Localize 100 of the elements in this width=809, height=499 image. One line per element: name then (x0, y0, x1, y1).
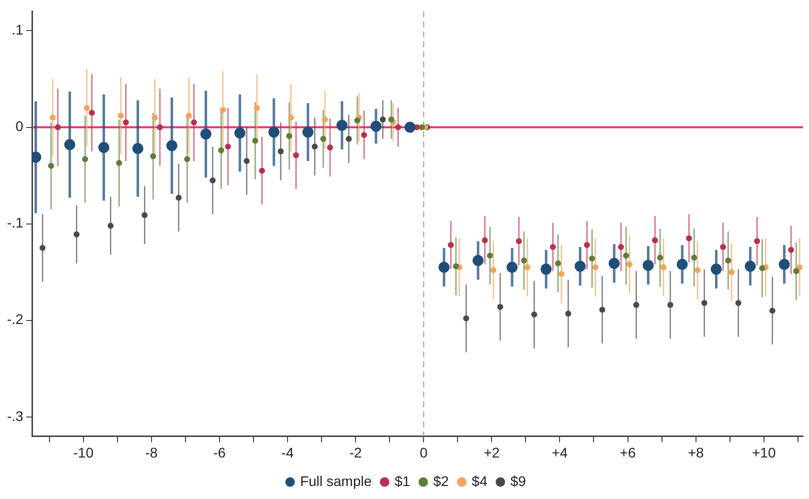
point (200, 128, 212, 140)
point (320, 136, 326, 142)
point (252, 138, 258, 144)
point (486, 252, 493, 259)
point (550, 244, 556, 250)
point (490, 267, 496, 274)
point (380, 116, 386, 123)
point (520, 257, 527, 264)
point (788, 246, 794, 253)
point (769, 308, 776, 314)
point (463, 315, 470, 322)
point (710, 264, 722, 275)
point (190, 119, 197, 126)
x-tick-label: -10 (73, 444, 94, 460)
x-tick-label: -4 (281, 444, 294, 460)
point (327, 144, 334, 151)
point (735, 300, 742, 306)
point (565, 310, 572, 317)
point (152, 114, 158, 121)
point (82, 156, 88, 162)
point (452, 263, 459, 270)
point (623, 252, 630, 259)
point (312, 144, 318, 150)
point (497, 304, 504, 310)
point (346, 136, 352, 142)
point (657, 254, 664, 261)
point (633, 302, 640, 308)
point (361, 132, 368, 138)
point (759, 265, 766, 272)
x-tick-label: +6 (620, 444, 636, 460)
point (122, 119, 129, 126)
legend-label: $1 (394, 472, 410, 489)
point (336, 120, 348, 131)
point (744, 260, 756, 272)
point (531, 312, 538, 318)
point (725, 257, 732, 264)
point (540, 264, 552, 275)
point (418, 124, 425, 130)
point (676, 258, 688, 270)
point (268, 126, 280, 138)
point (482, 237, 488, 244)
point (302, 126, 314, 138)
y-tick-label: 0 (16, 118, 24, 134)
point (472, 254, 484, 266)
point (667, 302, 674, 308)
point (288, 114, 294, 121)
y-tick-label: -.2 (6, 311, 24, 328)
point (395, 124, 402, 130)
point (618, 244, 624, 250)
point (448, 242, 454, 248)
x-tick-label: -8 (145, 444, 158, 460)
point (701, 300, 708, 306)
point (166, 140, 178, 152)
point (98, 142, 110, 154)
point (599, 306, 606, 313)
point (254, 104, 260, 111)
point (234, 128, 246, 139)
point (118, 112, 124, 119)
point (574, 260, 586, 272)
point (220, 106, 226, 113)
point (589, 256, 596, 262)
point (642, 260, 654, 271)
point (796, 264, 803, 270)
x-tick-label: +8 (688, 444, 704, 460)
point (48, 162, 54, 169)
x-tick-label: -6 (213, 444, 226, 460)
point (142, 212, 148, 218)
point (176, 194, 182, 201)
point (686, 235, 692, 242)
point (54, 124, 61, 130)
point (244, 158, 250, 164)
point (524, 264, 530, 270)
point (652, 237, 658, 244)
y-tick-label: -.3 (6, 408, 24, 424)
point (88, 110, 95, 116)
point (224, 144, 231, 150)
point (694, 267, 701, 274)
point (728, 269, 735, 276)
point (388, 116, 394, 123)
point (132, 142, 144, 154)
point (354, 117, 360, 124)
point (278, 148, 284, 154)
point (184, 156, 190, 162)
point (404, 122, 416, 133)
point (592, 264, 598, 270)
point (626, 261, 632, 268)
x-tick-label: 0 (420, 444, 428, 460)
point (608, 258, 620, 269)
y-tick-label: -.1 (6, 214, 24, 231)
point (516, 238, 522, 244)
point (438, 262, 450, 273)
point (293, 152, 300, 158)
legend-label: $2 (433, 472, 450, 489)
point (50, 114, 56, 121)
point (150, 153, 156, 160)
point (116, 160, 122, 166)
point (720, 244, 726, 250)
point (778, 258, 790, 270)
legend-label: $9 (510, 472, 526, 489)
point (156, 124, 163, 130)
